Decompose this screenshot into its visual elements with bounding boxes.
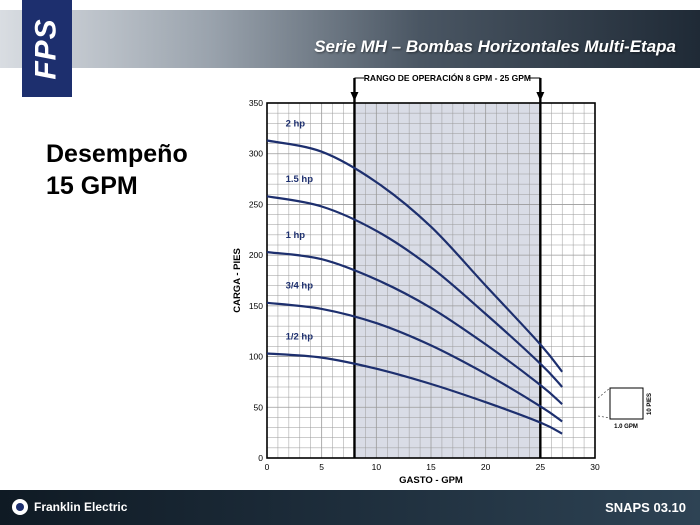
y-tick-label: 150 bbox=[249, 301, 263, 311]
x-tick-label: 0 bbox=[265, 462, 270, 472]
scale-box-x-label: 1.0 GPM bbox=[614, 424, 638, 430]
y-tick-label: 50 bbox=[254, 402, 264, 412]
fps-logo: FPS bbox=[22, 0, 72, 97]
operating-range-max-arrow bbox=[536, 92, 545, 101]
x-tick-label: 30 bbox=[590, 462, 600, 472]
curve-label-1-hp: 1 hp bbox=[286, 230, 306, 241]
y-tick-label: 0 bbox=[258, 453, 263, 463]
curve-label-2-hp: 2 hp bbox=[286, 118, 306, 129]
slide-code: SNAPS 03.10 bbox=[605, 500, 686, 515]
curve-label-1-2-hp: 1/2 hp bbox=[286, 331, 314, 342]
x-tick-label: 5 bbox=[319, 462, 324, 472]
y-tick-label: 100 bbox=[249, 352, 263, 362]
operating-range-label: RANGO DE OPERACIÓN 8 GPM - 25 GPM bbox=[364, 72, 531, 83]
scale-box-guide-bottom bbox=[597, 415, 611, 419]
y-axis-label: CARGA - PIES bbox=[232, 248, 243, 313]
operating-range-min-arrow bbox=[350, 92, 359, 101]
curve-label-3-4-hp: 3/4 hp bbox=[286, 281, 314, 292]
y-tick-label: 200 bbox=[249, 250, 263, 260]
brand-name: Franklin Electric bbox=[34, 500, 128, 514]
curve-3-4-hp bbox=[266, 301, 563, 423]
scale-box-guide-top bbox=[597, 387, 611, 399]
franklin-electric-mark-icon bbox=[12, 499, 28, 515]
x-tick-label: 10 bbox=[372, 462, 382, 472]
x-tick-label: 15 bbox=[426, 462, 436, 472]
slide-title-line-2: 15 GPM bbox=[46, 172, 138, 200]
x-axis-label: GASTO - GPM bbox=[399, 475, 463, 486]
y-tick-label: 250 bbox=[249, 199, 263, 209]
curve-1-5-hp bbox=[266, 195, 564, 388]
page-title: Serie MH – Bombas Horizontales Multi-Eta… bbox=[314, 37, 676, 56]
x-tick-label: 25 bbox=[536, 462, 546, 472]
franklin-electric-logo: Franklin Electric bbox=[12, 499, 127, 515]
plot-frame bbox=[266, 102, 596, 459]
footer-bar: Franklin Electric SNAPS 03.10 bbox=[0, 490, 700, 525]
curve-1-hp bbox=[266, 251, 563, 406]
slide-title: Desempeño 15 GPM bbox=[46, 138, 188, 202]
scale-box-y-label: 10 PIES bbox=[647, 393, 653, 415]
scale-box bbox=[609, 387, 644, 420]
x-tick-label: 20 bbox=[481, 462, 491, 472]
curve-1-2-hp bbox=[266, 352, 563, 435]
y-tick-label: 350 bbox=[249, 98, 263, 108]
curve-label-1-5-hp: 1.5 hp bbox=[286, 174, 314, 185]
slide-title-line-1: Desempeño bbox=[46, 140, 188, 168]
header-band: Serie MH – Bombas Horizontales Multi-Eta… bbox=[0, 10, 700, 68]
curve-2-hp bbox=[266, 139, 564, 373]
y-tick-label: 300 bbox=[249, 149, 263, 159]
